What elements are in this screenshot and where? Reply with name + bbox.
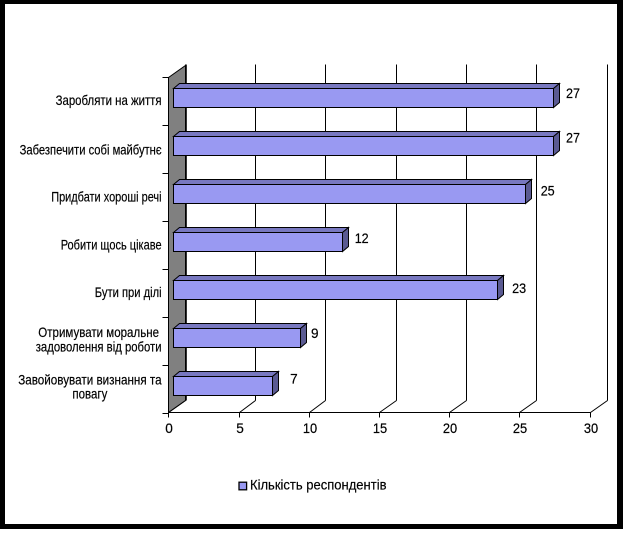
svg-text:15: 15 xyxy=(373,421,387,436)
svg-text:27: 27 xyxy=(566,86,580,101)
svg-text:9: 9 xyxy=(311,326,319,341)
svg-text:20: 20 xyxy=(443,421,458,436)
svg-text:7: 7 xyxy=(290,371,298,386)
svg-text:30: 30 xyxy=(584,421,599,436)
svg-text:Кількість респондентів: Кількість респондентів xyxy=(250,477,387,492)
svg-text:0: 0 xyxy=(165,421,173,436)
svg-text:12: 12 xyxy=(355,231,369,246)
svg-text:25: 25 xyxy=(513,421,527,436)
svg-text:27: 27 xyxy=(566,130,580,145)
svg-text:23: 23 xyxy=(512,281,526,296)
svg-text:повагу: повагу xyxy=(72,387,107,402)
svg-text:Отримувати моральне: Отримувати моральне xyxy=(38,325,159,340)
svg-text:Забезпечити собі майбутнє: Забезпечити собі майбутнє xyxy=(20,142,162,157)
svg-text:25: 25 xyxy=(541,183,555,198)
svg-text:Заробляти на життя: Заробляти на життя xyxy=(56,93,162,108)
svg-text:Завойовувати визнання та: Завойовувати визнання та xyxy=(18,372,162,387)
svg-text:Робити щось цікаве: Робити щось цікаве xyxy=(61,238,162,253)
svg-text:5: 5 xyxy=(236,421,244,436)
svg-text:Придбати хороші речі: Придбати хороші речі xyxy=(51,190,161,205)
svg-text:Бути при ділі: Бути при ділі xyxy=(95,285,162,300)
svg-text:10: 10 xyxy=(303,421,318,436)
svg-text:задоволення від роботи: задоволення від роботи xyxy=(36,340,162,355)
